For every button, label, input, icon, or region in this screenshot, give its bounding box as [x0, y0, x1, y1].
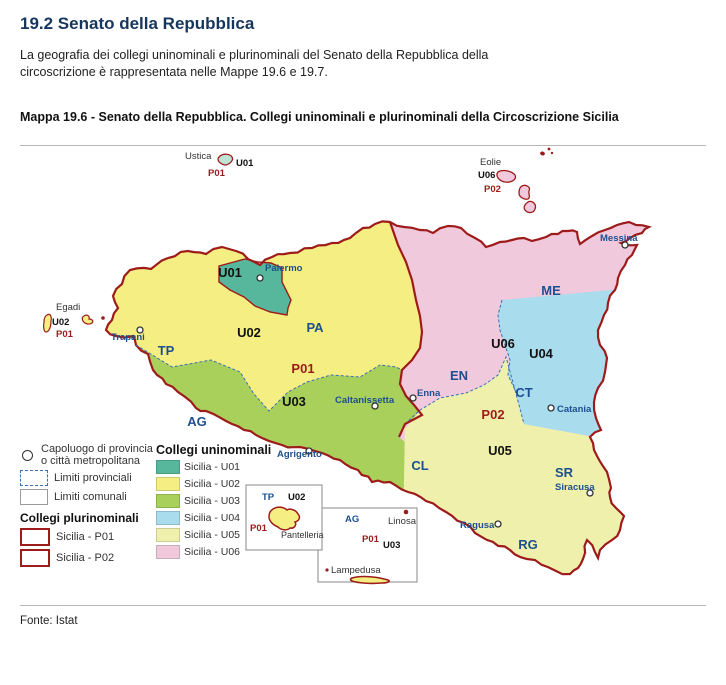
svg-text:Agrigento: Agrigento: [277, 449, 322, 460]
svg-text:PA: PA: [306, 320, 324, 335]
svg-text:U04: U04: [529, 346, 554, 361]
svg-text:U01: U01: [236, 158, 254, 169]
svg-text:U02: U02: [237, 325, 261, 340]
svg-text:U01: U01: [218, 265, 242, 280]
svg-text:AG: AG: [345, 514, 359, 525]
svg-text:U05: U05: [488, 443, 512, 458]
svg-text:U02: U02: [288, 492, 305, 503]
svg-text:U03: U03: [282, 394, 306, 409]
svg-text:P01: P01: [291, 361, 314, 376]
svg-text:U06: U06: [491, 336, 515, 351]
svg-text:RG: RG: [518, 537, 538, 552]
svg-text:ME: ME: [541, 283, 561, 298]
svg-text:P01: P01: [208, 168, 226, 179]
svg-text:Trapani: Trapani: [111, 332, 145, 343]
svg-text:P01: P01: [56, 329, 74, 340]
svg-text:U06: U06: [478, 170, 495, 181]
svg-text:SR: SR: [555, 465, 574, 480]
svg-text:P02: P02: [484, 184, 501, 195]
svg-text:Linosa: Linosa: [388, 516, 417, 527]
svg-text:U02: U02: [52, 317, 69, 328]
svg-text:Lampedusa: Lampedusa: [331, 565, 381, 576]
svg-text:Pantelleria: Pantelleria: [281, 530, 324, 540]
svg-text:Caltanissetta: Caltanissetta: [335, 395, 395, 406]
svg-text:Messina: Messina: [600, 233, 638, 244]
svg-text:CL: CL: [411, 458, 428, 473]
svg-text:P01: P01: [362, 534, 380, 545]
svg-text:Siracusa: Siracusa: [555, 482, 595, 493]
svg-text:EN: EN: [450, 368, 468, 383]
svg-text:P02: P02: [481, 407, 504, 422]
svg-text:TP: TP: [158, 343, 175, 358]
svg-text:Enna: Enna: [417, 388, 441, 399]
svg-text:U03: U03: [383, 540, 400, 551]
svg-text:Egadi: Egadi: [56, 302, 80, 313]
svg-text:Catania: Catania: [557, 404, 592, 415]
svg-text:CT: CT: [515, 385, 532, 400]
svg-text:AG: AG: [187, 414, 207, 429]
svg-text:Palermo: Palermo: [265, 263, 303, 274]
svg-text:Eolie: Eolie: [480, 157, 501, 168]
svg-text:Ustica: Ustica: [185, 151, 212, 162]
svg-text:Ragusa: Ragusa: [460, 520, 495, 531]
